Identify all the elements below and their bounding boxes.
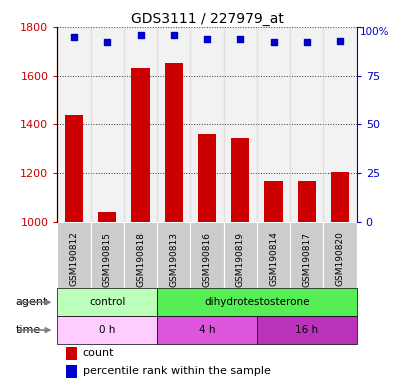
Point	[104, 40, 110, 46]
Text: GSM190812: GSM190812	[70, 232, 79, 286]
Text: GSM190819: GSM190819	[235, 232, 244, 286]
Text: GSM190814: GSM190814	[268, 232, 277, 286]
Text: 16 h: 16 h	[294, 325, 318, 335]
Bar	[323, 27, 356, 222]
Bar	[256, 27, 290, 222]
Point	[203, 35, 210, 41]
Bar	[98, 212, 116, 222]
Bar	[198, 134, 216, 222]
Title: GDS3111 / 227979_at: GDS3111 / 227979_at	[130, 12, 283, 26]
Bar	[65, 114, 83, 222]
Bar	[90, 222, 124, 288]
Text: GSM190815: GSM190815	[103, 232, 112, 286]
Bar	[157, 288, 356, 316]
Text: 0 h: 0 h	[99, 325, 115, 335]
Point	[270, 40, 276, 46]
Point	[303, 40, 309, 46]
Text: GSM190816: GSM190816	[202, 232, 211, 286]
Bar	[190, 27, 223, 222]
Text: 100%: 100%	[359, 27, 388, 37]
Bar	[66, 346, 76, 360]
Text: agent: agent	[16, 297, 48, 307]
Bar	[190, 222, 223, 288]
Bar	[290, 222, 323, 288]
Bar	[297, 181, 315, 222]
Text: GSM190820: GSM190820	[335, 232, 344, 286]
Bar	[223, 27, 256, 222]
Point	[137, 31, 144, 38]
Bar	[256, 316, 356, 344]
Bar	[330, 172, 348, 222]
Text: percentile rank within the sample: percentile rank within the sample	[83, 366, 270, 376]
Text: dihydrotestosterone: dihydrotestosterone	[204, 297, 309, 307]
Text: count: count	[83, 348, 114, 358]
Text: control: control	[89, 297, 125, 307]
Bar	[157, 27, 190, 222]
Point	[71, 33, 77, 40]
Bar	[323, 222, 356, 288]
Bar	[264, 181, 282, 222]
Point	[336, 37, 342, 43]
Bar	[290, 27, 323, 222]
Text: time: time	[16, 325, 40, 335]
Bar	[124, 27, 157, 222]
Bar	[131, 68, 149, 222]
Bar	[223, 222, 256, 288]
Point	[236, 35, 243, 41]
Text: GSM190813: GSM190813	[169, 232, 178, 286]
Bar	[231, 137, 249, 222]
Bar	[57, 288, 157, 316]
Bar	[66, 365, 76, 378]
Text: 4 h: 4 h	[198, 325, 215, 335]
Point	[170, 31, 177, 38]
Text: GSM190817: GSM190817	[301, 232, 310, 286]
Bar	[57, 222, 90, 288]
Bar	[124, 222, 157, 288]
Bar	[57, 316, 157, 344]
Bar	[90, 27, 124, 222]
Text: GSM190818: GSM190818	[136, 232, 145, 286]
Bar	[157, 316, 256, 344]
Bar	[256, 222, 290, 288]
Bar	[57, 27, 90, 222]
Bar	[164, 63, 182, 222]
Bar	[157, 222, 190, 288]
